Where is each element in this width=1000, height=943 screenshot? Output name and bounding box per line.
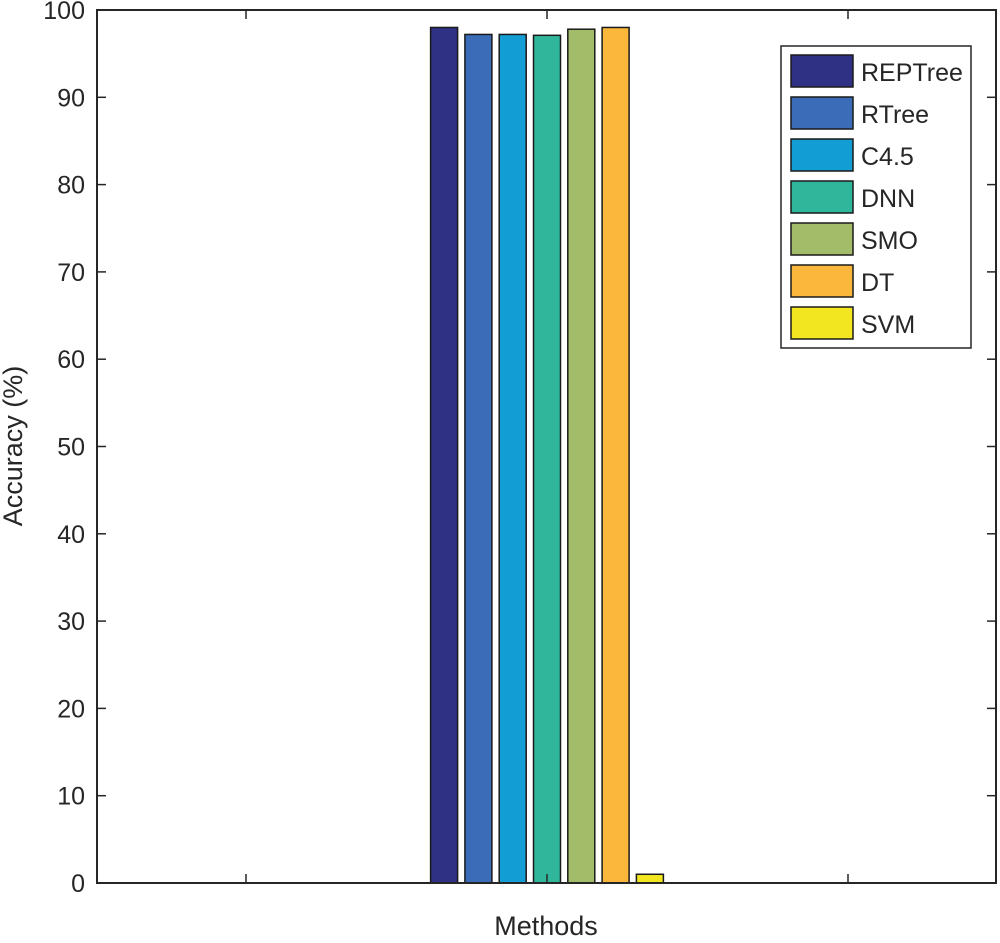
legend: REPTree RTree C4.5 DNN SMO DT SVM [780,45,972,349]
y-tick-label: 40 [57,521,85,549]
y-axis-title: Accuracy (%) [0,366,28,527]
bar-dnn [532,34,562,884]
y-tick-label: 20 [57,695,85,723]
y-tick-label: 10 [57,783,85,811]
bars-layer [429,26,665,884]
legend-swatch-svm [790,306,854,340]
y-tick-label: 50 [57,434,85,462]
legend-label: SMO [861,227,918,255]
bar-smo [567,28,596,884]
bar-svm [635,873,665,884]
bar-rtree [464,33,493,884]
y-tick-label: 0 [71,870,85,898]
legend-swatch-dnn [790,180,854,214]
legend-entries: REPTree RTree C4.5 DNN SMO DT SVM [790,54,963,340]
y-tick-label: 30 [57,608,85,636]
legend-swatch-smo [790,222,854,256]
y-tick-label: 80 [57,172,85,200]
bar-reptree [429,26,459,884]
ticks-layer: 0 10 20 30 40 50 60 70 80 90 100 [43,0,996,898]
legend-label: SVM [861,311,915,339]
legend-swatch-dt [790,264,854,298]
legend-label: DNN [861,185,915,213]
bar-c4-5 [498,33,527,884]
legend-label: RTree [861,101,929,129]
legend-swatch-c4-5 [790,138,854,172]
legend-label: REPTree [861,59,963,87]
legend-swatch-rtree [790,96,854,130]
legend-label: DT [861,269,894,297]
legend-label: C4.5 [861,143,914,171]
y-tick-label: 70 [57,259,85,287]
y-tick-label: 100 [43,0,85,25]
y-tick-label: 60 [57,346,85,374]
bar-dt [601,26,630,884]
legend-swatch-reptree [790,54,854,88]
y-tick-label: 90 [57,84,85,112]
x-axis-title: Methods [494,911,598,938]
